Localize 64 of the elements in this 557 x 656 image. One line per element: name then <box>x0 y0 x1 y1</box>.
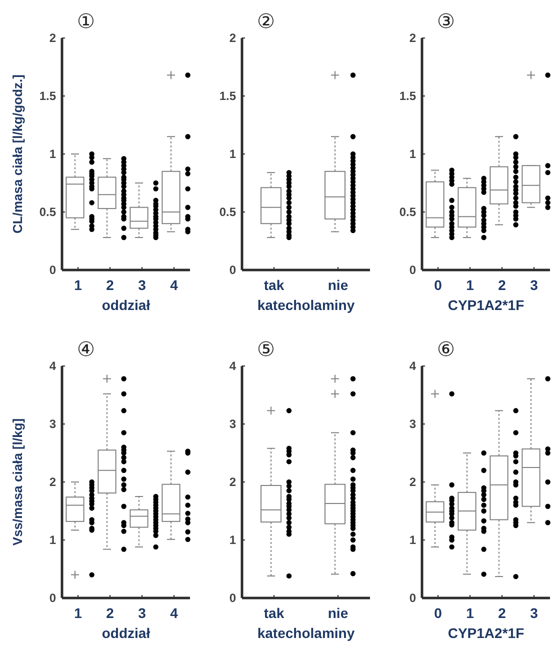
y-tick-label: 2 <box>229 31 236 45</box>
x-axis-title: oddział <box>102 297 150 313</box>
x-tick-label: 0 <box>434 277 442 293</box>
x-tick-label: 3 <box>138 605 146 621</box>
y-tick-label: 1 <box>409 147 416 161</box>
x-tick-label: 3 <box>530 605 538 621</box>
y-tick-label: 2 <box>409 31 416 45</box>
chart-title: ① <box>77 11 95 33</box>
x-tick-label: nie <box>328 605 348 621</box>
x-tick-label: tak <box>264 277 284 293</box>
x-tick-label: 2 <box>498 605 506 621</box>
y-tick-label: 0 <box>49 263 56 277</box>
y-tick-label: 1 <box>409 533 416 547</box>
y-tick-label: 2 <box>229 475 236 489</box>
x-tick-label: 4 <box>170 277 178 293</box>
chart-title: ② <box>257 11 275 33</box>
x-axis-title: CYP1A2*1F <box>448 297 525 313</box>
y-tick-label: 0 <box>409 263 416 277</box>
y-tick-label: 0.5 <box>399 205 416 219</box>
chart-title: ④ <box>77 339 95 361</box>
x-tick-label: 0 <box>434 605 442 621</box>
y-tick-label: 1 <box>49 147 56 161</box>
y-axis-title: CL/masa ciała [l/kg/godz.] <box>10 74 25 234</box>
x-tick-label: 1 <box>74 605 82 621</box>
x-axis-title: katecholaminy <box>257 297 355 313</box>
y-tick-label: 3 <box>409 417 416 431</box>
x-tick-label: 1 <box>466 605 474 621</box>
y-axis-title: Vss/masa ciała [l/kg] <box>10 418 25 546</box>
y-tick-label: 4 <box>229 359 236 373</box>
y-tick-label: 3 <box>49 417 56 431</box>
x-axis-title: katecholaminy <box>257 625 355 641</box>
x-tick-label: 2 <box>106 277 114 293</box>
x-tick-label: 2 <box>106 605 114 621</box>
y-tick-label: 2 <box>49 31 56 45</box>
y-tick-label: 4 <box>409 359 416 373</box>
y-tick-label: 1.5 <box>219 89 236 103</box>
x-axis-title: oddział <box>102 625 150 641</box>
y-tick-label: 0.5 <box>219 205 236 219</box>
y-tick-label: 2 <box>409 475 416 489</box>
y-tick-label: 0 <box>49 591 56 605</box>
x-axis-title: CYP1A2*1F <box>448 625 525 641</box>
x-tick-label: tak <box>264 605 284 621</box>
x-tick-label: 2 <box>498 277 506 293</box>
chart-title: ⑥ <box>437 339 455 361</box>
y-tick-label: 3 <box>229 417 236 431</box>
x-tick-label: 3 <box>530 277 538 293</box>
y-tick-label: 1.5 <box>399 89 416 103</box>
chart-title: ⑤ <box>257 339 275 361</box>
x-tick-label: 3 <box>138 277 146 293</box>
x-tick-label: 1 <box>74 277 82 293</box>
x-tick-label: 1 <box>466 277 474 293</box>
x-tick-label: nie <box>328 277 348 293</box>
y-tick-label: 1 <box>229 147 236 161</box>
y-tick-label: 0.5 <box>39 205 56 219</box>
y-tick-label: 4 <box>49 359 56 373</box>
chart-title: ③ <box>437 11 455 33</box>
y-tick-label: 0 <box>229 263 236 277</box>
y-tick-label: 1 <box>49 533 56 547</box>
x-tick-label: 4 <box>170 605 178 621</box>
y-tick-label: 1 <box>229 533 236 547</box>
y-tick-label: 0 <box>409 591 416 605</box>
y-tick-label: 2 <box>49 475 56 489</box>
y-tick-label: 0 <box>229 591 236 605</box>
y-tick-label: 1.5 <box>39 89 56 103</box>
